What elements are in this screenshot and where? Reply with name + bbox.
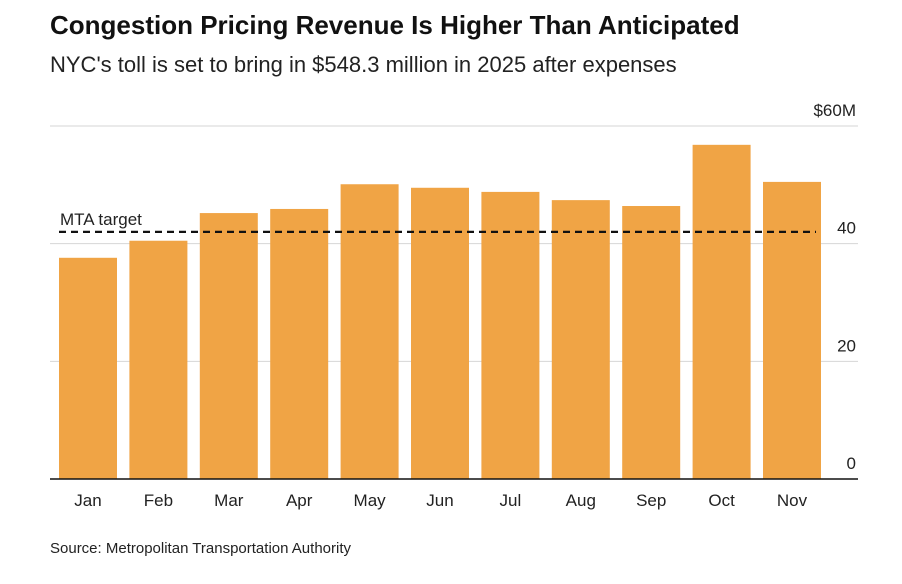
bar <box>622 206 681 479</box>
bar <box>481 191 540 480</box>
x-tick-label: Mar <box>214 491 244 510</box>
bar <box>551 200 610 479</box>
target-label: MTA target <box>60 210 142 229</box>
x-tick-label: Jan <box>74 491 101 510</box>
x-tick-label: Feb <box>144 491 173 510</box>
chart-subtitle: NYC's toll is set to bring in $548.3 mil… <box>50 52 677 77</box>
y-tick-label: 0 <box>847 454 856 473</box>
x-tick-label: Jun <box>426 491 453 510</box>
bar <box>763 181 821 479</box>
x-tick-label: Jul <box>500 491 522 510</box>
bar <box>199 213 258 479</box>
x-tick-label: May <box>354 491 387 510</box>
bar <box>59 257 117 479</box>
bar <box>340 184 399 479</box>
x-tick-label: Sep <box>636 491 666 510</box>
bar <box>270 208 329 479</box>
source: Source: Metropolitan Transportation Auth… <box>50 540 351 557</box>
y-tick-label: 20 <box>837 336 856 355</box>
bar <box>129 240 188 479</box>
x-tick-label: Apr <box>286 491 313 510</box>
x-tick-label: Nov <box>777 491 808 510</box>
bar <box>692 144 751 479</box>
bar <box>411 187 469 479</box>
y-tick-label: 40 <box>837 219 856 238</box>
x-tick-label: Oct <box>708 491 735 510</box>
y-tick-label: $60M <box>813 101 856 120</box>
x-tick-label: Aug <box>566 491 596 510</box>
chart-title: Congestion Pricing Revenue Is Higher Tha… <box>50 10 740 40</box>
